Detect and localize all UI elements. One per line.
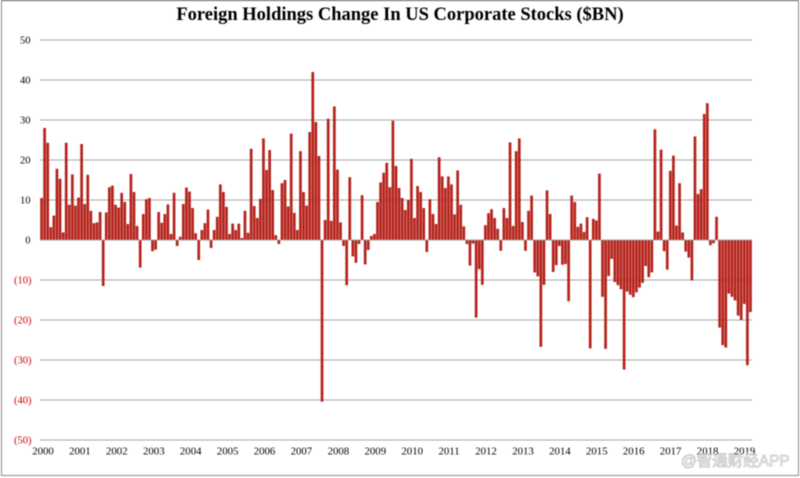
svg-text:2004: 2004 bbox=[180, 446, 202, 458]
svg-text:50: 50 bbox=[20, 36, 31, 47]
svg-text:2002: 2002 bbox=[106, 446, 128, 458]
svg-text:2000: 2000 bbox=[32, 446, 54, 458]
svg-text:2019: 2019 bbox=[734, 446, 756, 458]
svg-text:2009: 2009 bbox=[365, 446, 387, 458]
svg-text:10: 10 bbox=[20, 196, 31, 207]
svg-text:2014: 2014 bbox=[549, 446, 571, 458]
svg-text:20: 20 bbox=[20, 156, 31, 167]
svg-text:2016: 2016 bbox=[623, 446, 645, 458]
svg-text:2011: 2011 bbox=[438, 446, 459, 458]
svg-text:2008: 2008 bbox=[328, 446, 350, 458]
svg-text:(30): (30) bbox=[14, 356, 32, 367]
svg-text:2010: 2010 bbox=[401, 446, 423, 458]
svg-text:2006: 2006 bbox=[254, 446, 276, 458]
svg-text:2001: 2001 bbox=[69, 446, 91, 458]
svg-text:0: 0 bbox=[25, 236, 30, 247]
svg-text:(40): (40) bbox=[14, 396, 32, 407]
svg-text:(50): (50) bbox=[14, 436, 32, 447]
svg-text:2015: 2015 bbox=[586, 446, 608, 458]
svg-text:2013: 2013 bbox=[512, 446, 534, 458]
svg-text:2007: 2007 bbox=[291, 446, 313, 458]
svg-text:2017: 2017 bbox=[660, 446, 682, 458]
svg-text:2012: 2012 bbox=[475, 446, 497, 458]
svg-text:30: 30 bbox=[20, 116, 31, 127]
svg-text:2003: 2003 bbox=[143, 446, 165, 458]
svg-text:40: 40 bbox=[20, 76, 31, 87]
svg-text:(20): (20) bbox=[14, 316, 32, 327]
svg-text:(10): (10) bbox=[14, 276, 32, 287]
svg-text:2018: 2018 bbox=[697, 446, 719, 458]
svg-text:2005: 2005 bbox=[217, 446, 239, 458]
